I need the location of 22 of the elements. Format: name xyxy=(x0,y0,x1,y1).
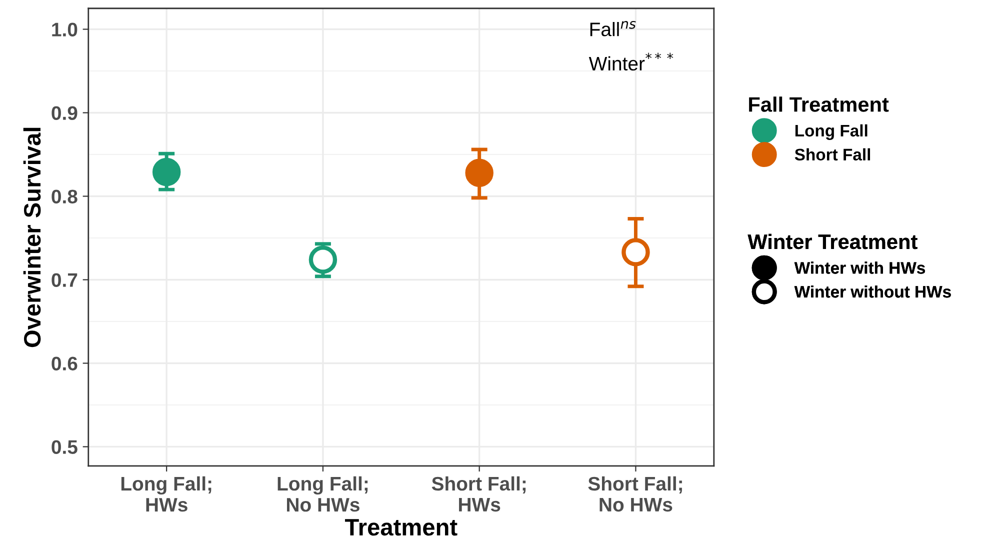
y-tick-label: 0.5 xyxy=(52,440,78,454)
x-tick-label: Long Fall; No HWs xyxy=(278,476,368,512)
legend-label: Short Fall xyxy=(794,148,870,161)
x-axis-title: Treatment xyxy=(344,519,458,536)
x-tick-label: Long Fall; HWs xyxy=(121,476,212,512)
annotation: Winter$^{***}$ xyxy=(588,52,674,71)
text: Winter Treatment xyxy=(748,234,918,250)
y-tick-label: 0.9 xyxy=(52,106,78,120)
legend-label: Long Fall xyxy=(795,124,868,140)
x-tick-label: Short Fall; No HWs xyxy=(588,476,682,512)
y-axis-title: Overwinter Survival xyxy=(23,128,41,348)
y-tick-label: 0.6 xyxy=(52,356,78,370)
legend-label: Winter with HWs xyxy=(794,262,925,274)
text: Fall Treatment xyxy=(749,96,889,112)
x-tick-label: Short Fall; HWs xyxy=(432,476,526,512)
y-tick-label: 0.8 xyxy=(52,190,78,204)
y-tick-label: 1.0 xyxy=(52,22,78,36)
legend-label: Winter without HWs xyxy=(794,285,951,298)
point xyxy=(152,158,181,186)
annotation: Fall$^{ns}$ xyxy=(590,21,636,36)
y-tick-label: 0.7 xyxy=(52,273,78,287)
point xyxy=(465,158,494,187)
